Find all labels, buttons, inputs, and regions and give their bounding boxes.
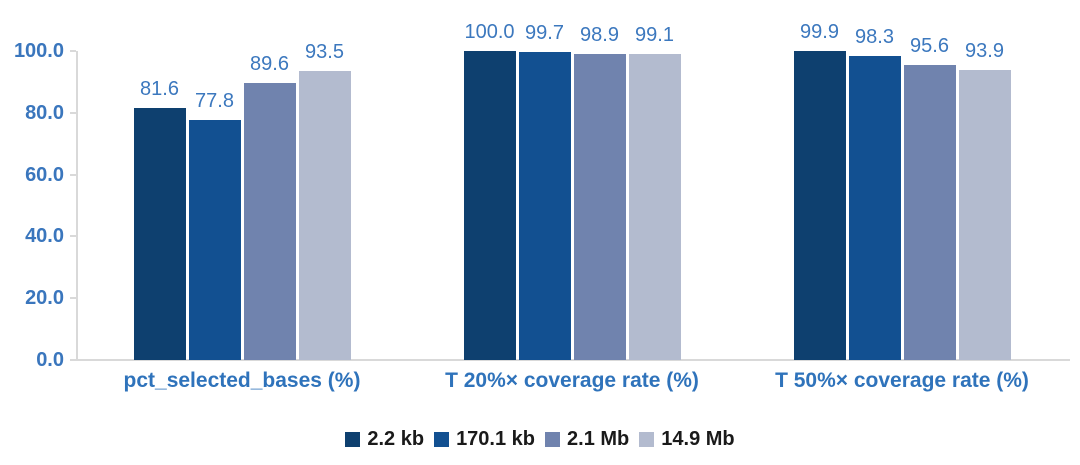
legend: 2.2 kb 170.1 kb 2.1 Mb 14.9 Mb (0, 428, 1080, 451)
y-axis-tick-label: 0.0 (36, 349, 64, 371)
legend-item: 2.2 kb (345, 428, 424, 451)
y-axis-tick-label: 60.0 (25, 163, 64, 186)
y-axis-tick-mark (70, 297, 76, 300)
legend-label: 2.2 kb (367, 428, 425, 450)
y-axis-tick-mark (70, 359, 76, 361)
legend-swatch-icon (545, 432, 561, 447)
y-axis-tick-mark (70, 111, 76, 114)
y-axis-tick-label: 40.0 (25, 225, 64, 248)
category-label: T 20%× coverage rate (%) (445, 369, 699, 392)
bar (243, 83, 296, 360)
category-label: pct_selected_bases (%) (123, 369, 361, 392)
category-label: T 50%× coverage rate (%) (775, 369, 1029, 392)
legend-swatch-icon (434, 432, 450, 447)
bar-value-label: 93.9 (965, 39, 1004, 62)
bar-value-label: 89.6 (250, 53, 289, 76)
y-axis-line (76, 51, 78, 360)
legend-swatch-icon (345, 432, 361, 447)
bar (298, 71, 351, 360)
legend-item: 2.1 Mb (545, 428, 629, 451)
bar (848, 56, 901, 360)
legend-swatch-icon (639, 432, 655, 447)
bar (958, 69, 1011, 360)
bar (793, 51, 846, 360)
legend-label: 2.1 Mb (567, 428, 630, 450)
legend-item: 170.1 kb (434, 428, 535, 451)
y-axis-tick-label: 80.0 (25, 101, 64, 124)
legend-label: 14.9 Mb (661, 428, 735, 450)
bar (628, 53, 681, 360)
bar (573, 54, 626, 360)
y-axis-tick-label: 20.0 (25, 287, 64, 310)
legend-item: 14.9 Mb (639, 428, 735, 451)
bar-value-label: 81.6 (140, 77, 179, 100)
y-axis-tick-mark (70, 173, 76, 176)
y-axis-tick-label: 100.0 (13, 40, 64, 62)
bar-value-label: 99.1 (635, 23, 674, 46)
bar-value-label: 77.8 (195, 89, 234, 112)
bar (463, 51, 516, 360)
bar-value-label: 98.9 (580, 24, 619, 47)
bar-value-label: 99.9 (800, 21, 839, 44)
y-axis-tick-mark (70, 50, 76, 52)
bar-value-label: 93.5 (305, 41, 344, 64)
bar-value-label: 98.3 (855, 26, 894, 49)
bar (903, 64, 956, 360)
bar-value-label: 95.6 (910, 34, 949, 57)
bar (188, 119, 241, 360)
x-axis-baseline (76, 359, 1070, 361)
y-axis-tick-mark (70, 235, 76, 238)
bar (518, 51, 571, 360)
legend-label: 170.1 kb (456, 428, 536, 450)
bar-value-label: 99.7 (525, 21, 564, 44)
bar-value-label: 100.0 (464, 21, 515, 43)
bar (133, 107, 186, 360)
